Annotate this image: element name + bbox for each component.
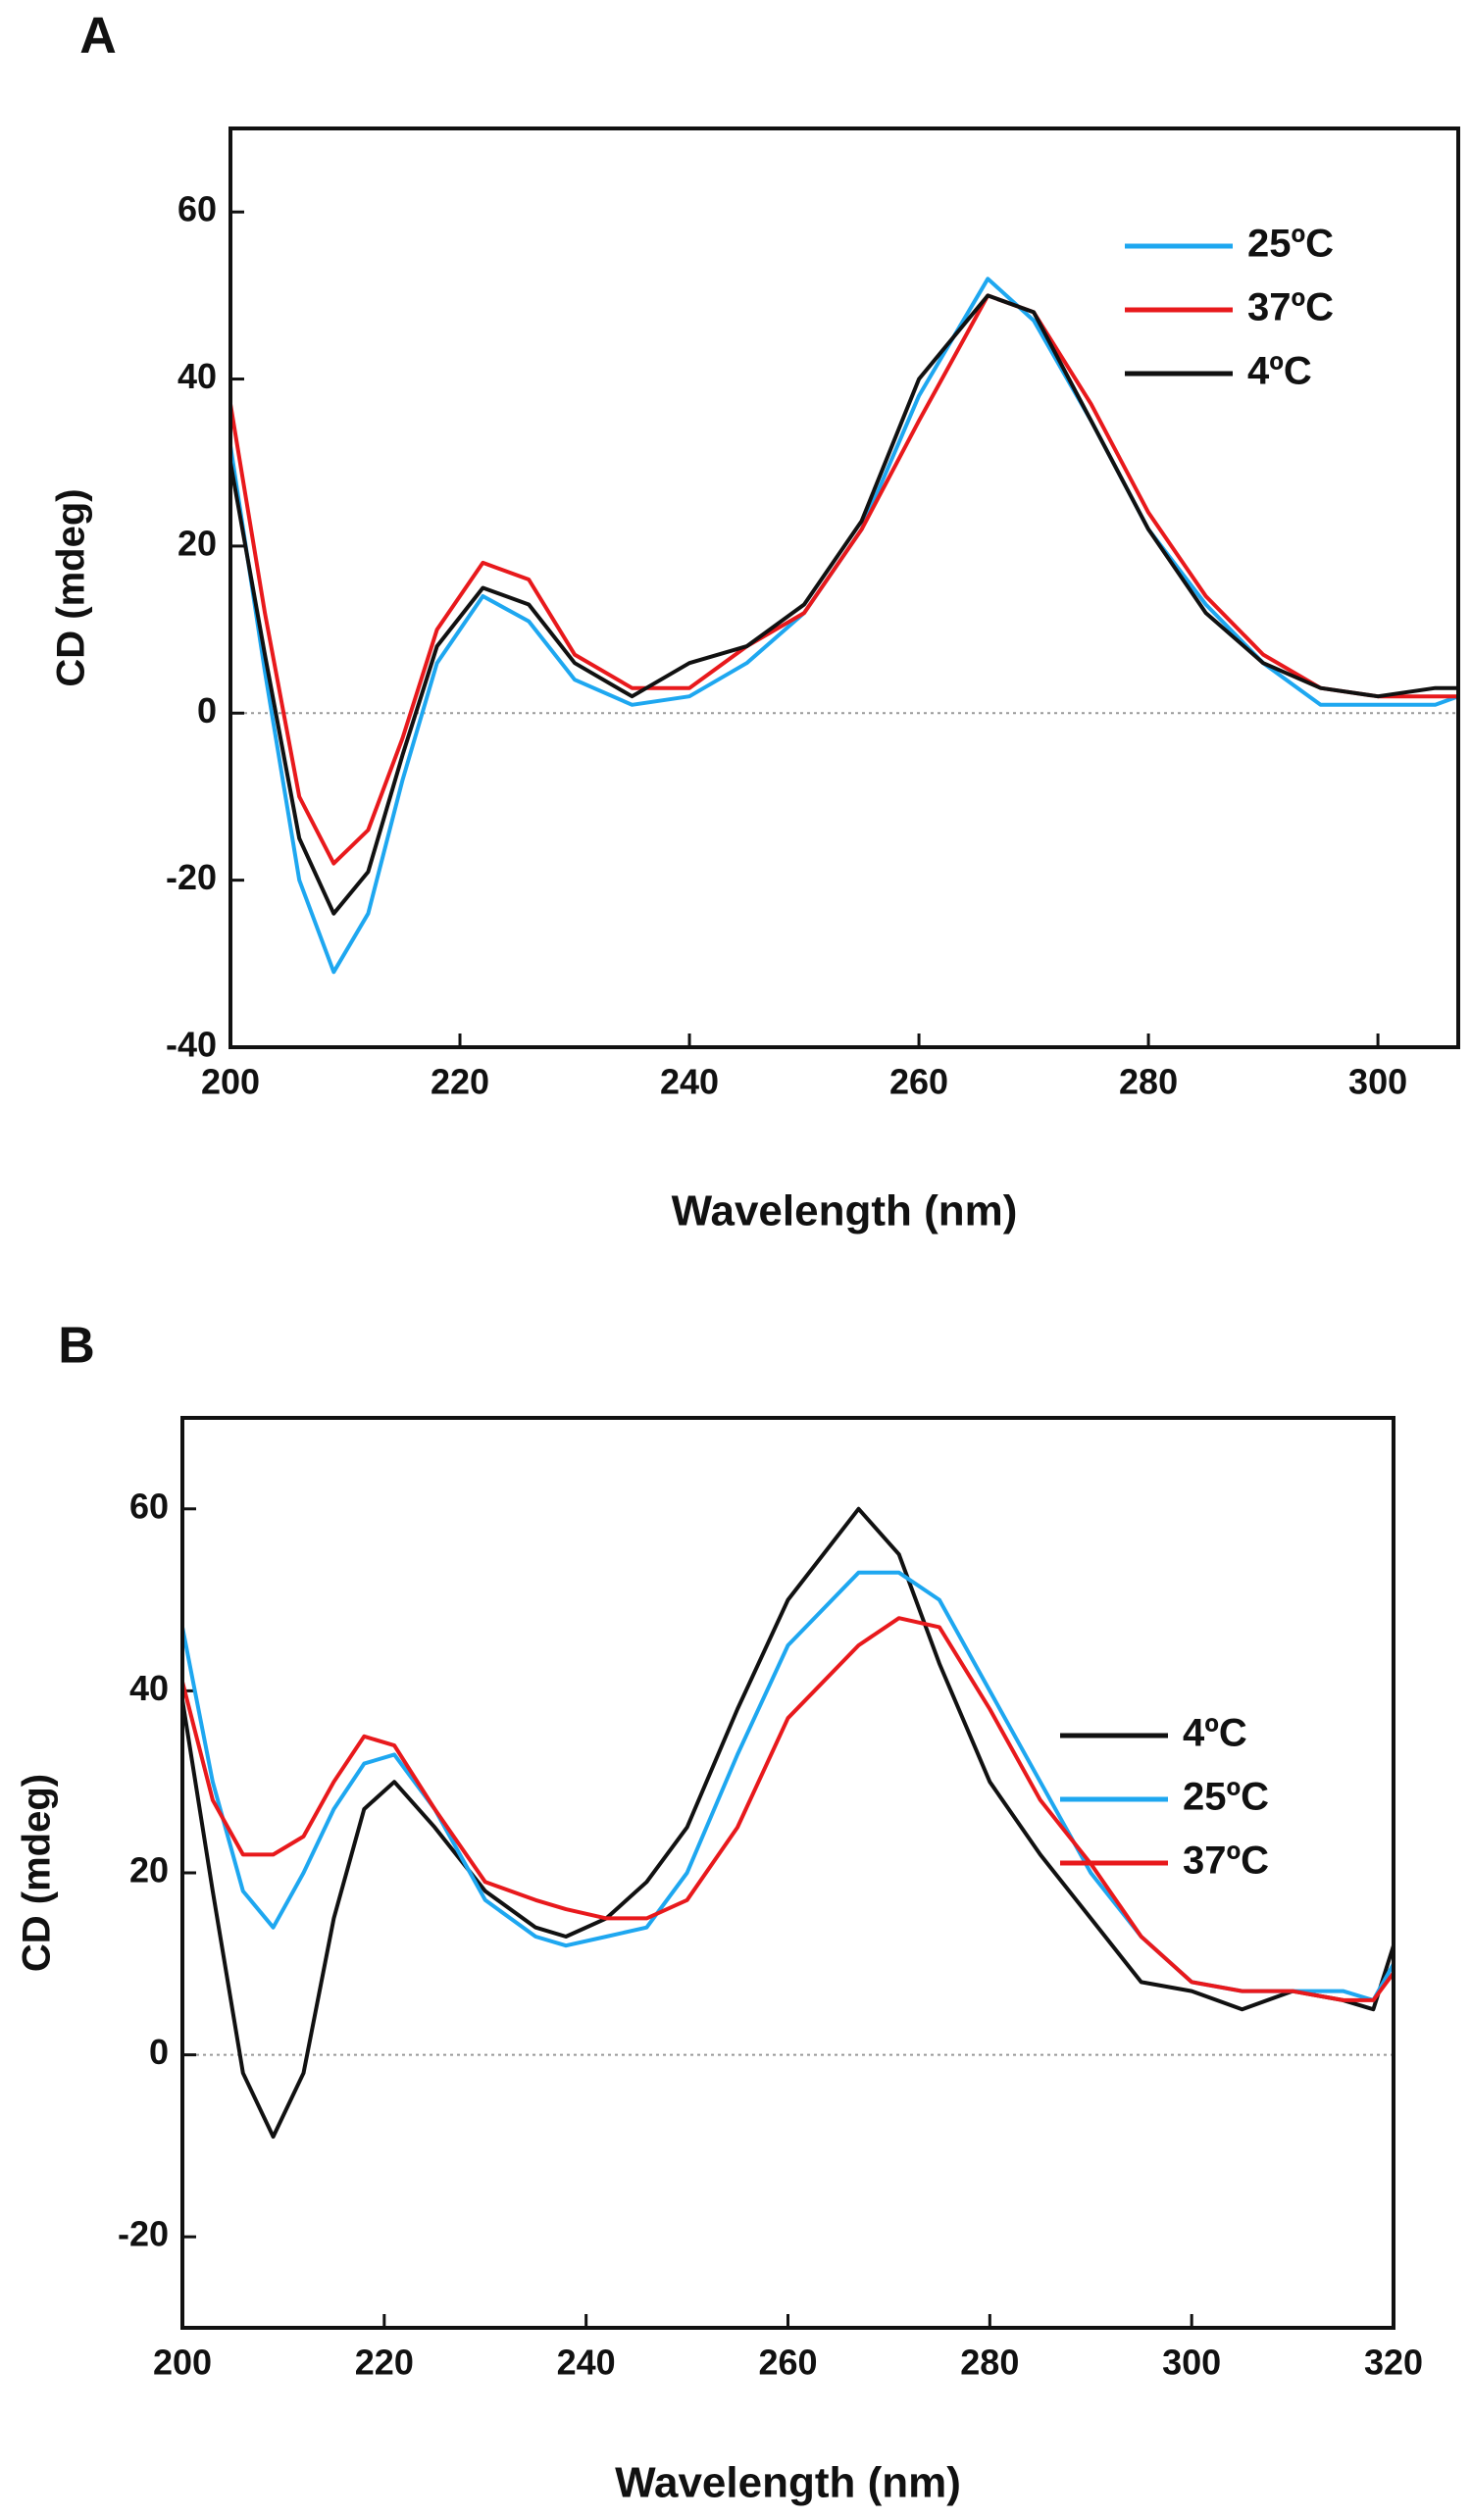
y-tick-label: 40 bbox=[178, 356, 217, 396]
data-line bbox=[228, 293, 1458, 866]
y-tick-label: 0 bbox=[149, 2032, 169, 2072]
y-axis-label: CD (mdeg) bbox=[50, 488, 93, 686]
y-axis-label: CD (mdeg) bbox=[16, 1774, 59, 1972]
x-tick-label: 240 bbox=[557, 2343, 616, 2383]
x-tick-label: 220 bbox=[431, 1062, 489, 1102]
y-tick-label: 20 bbox=[129, 1850, 169, 1890]
y-tick-label: -20 bbox=[118, 2214, 169, 2254]
x-tick-label: 220 bbox=[355, 2343, 414, 2383]
y-tick-label: 0 bbox=[197, 690, 217, 731]
x-tick-label: 200 bbox=[201, 1062, 260, 1102]
legend-label: 37ºC bbox=[1247, 286, 1334, 329]
x-tick-label: 260 bbox=[889, 1062, 948, 1102]
x-tick-label: 280 bbox=[960, 2343, 1019, 2383]
legend-label: 37ºC bbox=[1183, 1840, 1269, 1883]
data-line bbox=[180, 1506, 1395, 2140]
x-tick-label: 260 bbox=[758, 2343, 817, 2383]
data-line bbox=[228, 293, 1458, 916]
y-tick-label: 60 bbox=[178, 189, 217, 229]
y-tick-label: 40 bbox=[129, 1668, 169, 1708]
x-tick-label: 200 bbox=[153, 2343, 212, 2383]
y-tick-label: 60 bbox=[129, 1486, 169, 1526]
plot-frame bbox=[228, 126, 1460, 1049]
plot-frame bbox=[180, 1416, 1395, 2330]
x-axis-label: Wavelength (nm) bbox=[672, 1187, 1018, 1235]
x-tick-label: 240 bbox=[660, 1062, 719, 1102]
x-axis-label: Wavelength (nm) bbox=[615, 2459, 961, 2507]
x-tick-label: 300 bbox=[1348, 1062, 1407, 1102]
panel-label: B bbox=[58, 1318, 95, 1375]
legend-label: 4ºC bbox=[1183, 1712, 1247, 1755]
x-tick-label: 320 bbox=[1364, 2343, 1423, 2383]
y-tick-label: -40 bbox=[166, 1025, 217, 1065]
panel-label: A bbox=[79, 8, 117, 65]
legend-label: 25ºC bbox=[1183, 1776, 1269, 1819]
y-tick-label: -20 bbox=[166, 857, 217, 897]
x-tick-label: 300 bbox=[1162, 2343, 1221, 2383]
data-line bbox=[180, 1616, 1395, 2002]
legend-label: 4ºC bbox=[1247, 350, 1312, 393]
y-tick-label: 20 bbox=[178, 523, 217, 563]
x-tick-label: 280 bbox=[1119, 1062, 1178, 1102]
legend-label: 25ºC bbox=[1247, 223, 1334, 266]
